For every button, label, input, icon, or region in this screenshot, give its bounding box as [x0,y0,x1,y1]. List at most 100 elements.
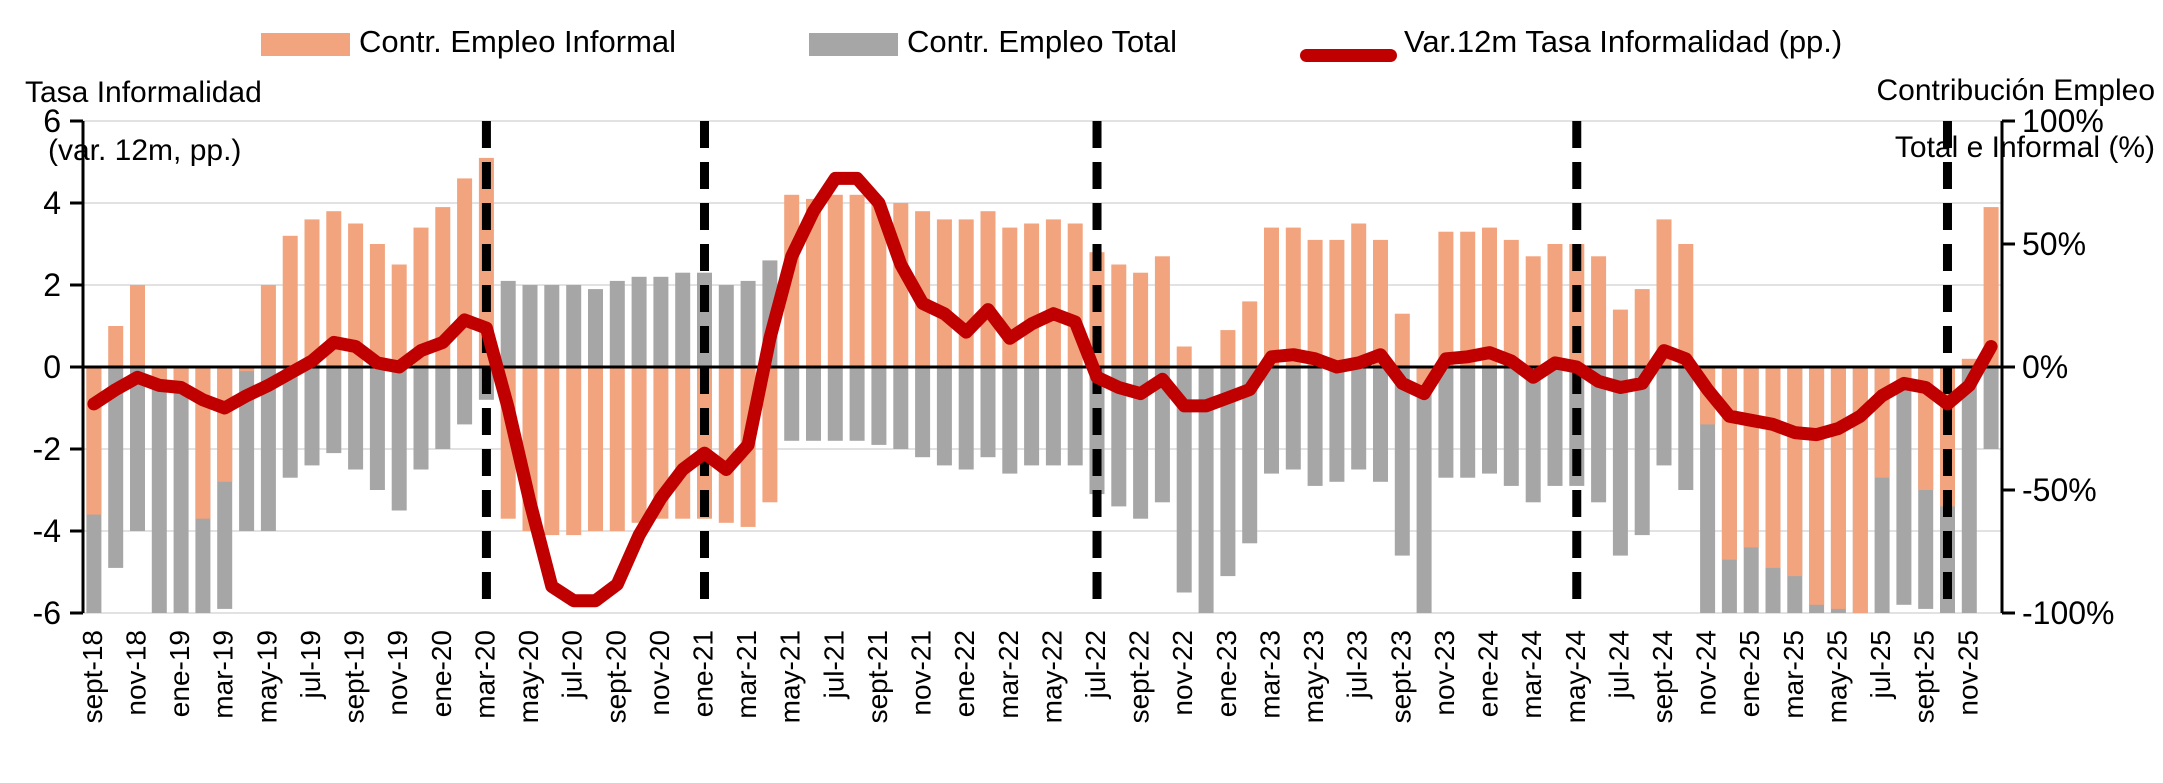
bar [1329,239,1345,367]
bar [282,235,298,367]
bar [500,280,516,367]
bar [413,227,429,367]
legend-swatch-total [809,33,898,56]
bar [1656,367,1672,466]
bar [1482,367,1497,474]
bar [1678,367,1694,490]
bar [1634,367,1650,536]
x-tick-label: may-20 [513,630,544,723]
bar [1525,367,1541,503]
bar [1351,223,1367,367]
x-tick-label: ene-22 [949,630,980,717]
bar [1416,367,1432,613]
bar [871,203,887,367]
bar [544,285,560,367]
x-tick-label: mar-21 [731,630,762,719]
bar [609,367,625,531]
x-tick-label: jul-20 [557,630,588,699]
bar [1700,367,1716,613]
bar [1285,367,1301,470]
bar [217,367,233,482]
x-tick-label: jul-25 [1865,630,1896,699]
bar [1351,367,1367,470]
x-tick-label: mar-23 [1255,630,1286,719]
bar [1024,367,1040,466]
bar [1743,367,1759,548]
x-tick-label: sept-22 [1124,630,1155,723]
x-tick-label: jul-24 [1603,630,1634,699]
right-axis-tick-labels: 100% 50% 0% -50% -100% [2022,103,2115,631]
bar [653,276,669,367]
x-tick-label: ene-23 [1211,630,1242,717]
bar [1503,367,1519,486]
bar [958,367,974,470]
bar [915,367,931,458]
bar [1874,367,1890,478]
bar [1896,367,1912,605]
bar [1983,367,1999,449]
bar [326,367,342,454]
bar [1438,367,1454,478]
bar [1220,330,1236,367]
bar [609,280,625,367]
bar [806,367,821,441]
bar [980,211,996,367]
x-tick-label: mar-24 [1516,630,1547,719]
x-tick-label: mar-25 [1778,630,1809,719]
bar [1002,227,1018,367]
right-tick-label: -50% [2022,472,2097,508]
bar [1460,367,1476,478]
bar [391,264,407,367]
bar [1525,256,1541,367]
bar [348,223,364,367]
bars-informal [86,157,1999,613]
bar [1503,239,1519,367]
left-tick-label: -2 [33,431,61,467]
bar [849,367,865,441]
x-tick-label: nov-19 [382,630,413,716]
bar [282,367,298,478]
right-tick-label: 50% [2022,226,2086,262]
x-tick-label: ene-20 [426,630,457,717]
left-tick-label: 4 [43,185,61,221]
bar [740,280,756,367]
bar [239,367,255,531]
bar [369,367,385,490]
bar [718,367,734,523]
bar [1460,231,1476,367]
bar [1373,367,1388,482]
legend-label-total: Contr. Empleo Total [907,24,1177,59]
x-tick-label: may-25 [1821,630,1852,723]
bars-total [86,260,1999,613]
x-tick-label: mar-19 [208,630,239,719]
bar [827,367,843,441]
bar [1002,367,1018,474]
informality-line [87,171,1998,608]
bar [1394,313,1410,367]
bar [1809,367,1825,605]
bar [893,367,909,449]
right-tick-label: 100% [2022,103,2104,139]
bar [675,272,691,367]
x-tick-label: nov-24 [1691,630,1722,716]
bar [1067,367,1083,466]
bar [1591,367,1607,503]
bar [631,276,647,367]
axes [70,119,2015,615]
bar [1438,231,1454,367]
bar [1198,367,1214,613]
x-tick-label: ene-21 [688,630,719,717]
bar [151,367,167,613]
x-tick-label: may-24 [1560,630,1591,723]
bar [566,285,582,367]
bar [369,244,385,367]
x-tick-label: sept-20 [600,630,631,723]
bar [1111,264,1127,367]
x-tick-label: jul-22 [1080,630,1111,699]
x-tick-label: nov-22 [1167,630,1198,716]
bar [130,285,145,367]
bar [1329,367,1345,482]
bar [1482,227,1497,367]
x-tick-label: mar-22 [993,630,1024,719]
